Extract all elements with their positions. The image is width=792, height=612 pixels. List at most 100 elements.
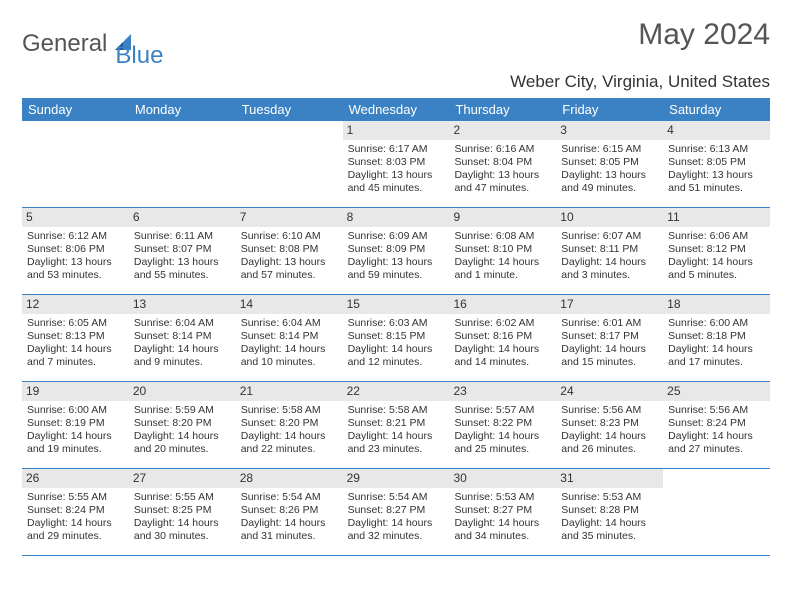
logo: General Blue [22,18,163,70]
day-cell: 6Sunrise: 6:11 AMSunset: 8:07 PMDaylight… [129,208,236,294]
daylight-text: Daylight: 14 hours and 22 minutes. [241,430,338,456]
day-header: Wednesday [343,98,450,121]
logo-text-general: General [22,30,107,58]
sunrise-text: Sunrise: 5:54 AM [241,491,338,504]
daylight-text: Daylight: 14 hours and 19 minutes. [27,430,124,456]
daylight-text: Daylight: 14 hours and 15 minutes. [561,343,658,369]
day-number: 18 [663,295,770,314]
sunset-text: Sunset: 8:06 PM [27,243,124,256]
sunset-text: Sunset: 8:14 PM [241,330,338,343]
day-number: 24 [556,382,663,401]
sunrise-text: Sunrise: 5:53 AM [561,491,658,504]
day-cell: 31Sunrise: 5:53 AMSunset: 8:28 PMDayligh… [556,469,663,555]
day-number: 8 [343,208,450,227]
daylight-text: Daylight: 14 hours and 30 minutes. [134,517,231,543]
sunset-text: Sunset: 8:17 PM [561,330,658,343]
sunrise-text: Sunrise: 5:55 AM [134,491,231,504]
sunrise-text: Sunrise: 6:17 AM [348,143,445,156]
day-cell: 30Sunrise: 5:53 AMSunset: 8:27 PMDayligh… [449,469,556,555]
sunset-text: Sunset: 8:20 PM [134,417,231,430]
day-cell: 10Sunrise: 6:07 AMSunset: 8:11 PMDayligh… [556,208,663,294]
sunset-text: Sunset: 8:12 PM [668,243,765,256]
sunrise-text: Sunrise: 6:04 AM [134,317,231,330]
day-number: 27 [129,469,236,488]
sunrise-text: Sunrise: 6:11 AM [134,230,231,243]
sunset-text: Sunset: 8:18 PM [668,330,765,343]
sunrise-text: Sunrise: 6:04 AM [241,317,338,330]
daylight-text: Daylight: 14 hours and 31 minutes. [241,517,338,543]
day-cell: 4Sunrise: 6:13 AMSunset: 8:05 PMDaylight… [663,121,770,207]
daylight-text: Daylight: 14 hours and 14 minutes. [454,343,551,369]
day-cell: 1Sunrise: 6:17 AMSunset: 8:03 PMDaylight… [343,121,450,207]
sunset-text: Sunset: 8:16 PM [454,330,551,343]
day-cell: 22Sunrise: 5:58 AMSunset: 8:21 PMDayligh… [343,382,450,468]
daylight-text: Daylight: 14 hours and 26 minutes. [561,430,658,456]
sunset-text: Sunset: 8:19 PM [27,417,124,430]
calendar: SundayMondayTuesdayWednesdayThursdayFrid… [22,98,770,556]
sunrise-text: Sunrise: 6:05 AM [27,317,124,330]
daylight-text: Daylight: 13 hours and 45 minutes. [348,169,445,195]
day-number: 2 [449,121,556,140]
day-cell: 23Sunrise: 5:57 AMSunset: 8:22 PMDayligh… [449,382,556,468]
day-number: 19 [22,382,129,401]
sunrise-text: Sunrise: 5:57 AM [454,404,551,417]
sunset-text: Sunset: 8:24 PM [27,504,124,517]
day-cell: 16Sunrise: 6:02 AMSunset: 8:16 PMDayligh… [449,295,556,381]
day-cell: 5Sunrise: 6:12 AMSunset: 8:06 PMDaylight… [22,208,129,294]
sunrise-text: Sunrise: 5:58 AM [241,404,338,417]
day-header: Sunday [22,98,129,121]
daylight-text: Daylight: 14 hours and 9 minutes. [134,343,231,369]
daylight-text: Daylight: 13 hours and 47 minutes. [454,169,551,195]
sunrise-text: Sunrise: 6:08 AM [454,230,551,243]
day-number: 25 [663,382,770,401]
sunset-text: Sunset: 8:21 PM [348,417,445,430]
day-header: Friday [556,98,663,121]
sunrise-text: Sunrise: 6:01 AM [561,317,658,330]
sunset-text: Sunset: 8:20 PM [241,417,338,430]
day-number: 12 [22,295,129,314]
sunrise-text: Sunrise: 6:16 AM [454,143,551,156]
day-number: 20 [129,382,236,401]
sunset-text: Sunset: 8:23 PM [561,417,658,430]
day-number: 26 [22,469,129,488]
sunset-text: Sunset: 8:05 PM [561,156,658,169]
day-cell: 3Sunrise: 6:15 AMSunset: 8:05 PMDaylight… [556,121,663,207]
day-header: Thursday [449,98,556,121]
day-number: 16 [449,295,556,314]
day-number: 5 [22,208,129,227]
day-cell: 13Sunrise: 6:04 AMSunset: 8:14 PMDayligh… [129,295,236,381]
sunrise-text: Sunrise: 5:59 AM [134,404,231,417]
daylight-text: Daylight: 14 hours and 12 minutes. [348,343,445,369]
sunset-text: Sunset: 8:08 PM [241,243,338,256]
sunrise-text: Sunrise: 6:13 AM [668,143,765,156]
daylight-text: Daylight: 14 hours and 3 minutes. [561,256,658,282]
day-number: 10 [556,208,663,227]
daylight-text: Daylight: 13 hours and 55 minutes. [134,256,231,282]
sunrise-text: Sunrise: 5:55 AM [27,491,124,504]
day-number: 3 [556,121,663,140]
day-number: 9 [449,208,556,227]
day-number: 11 [663,208,770,227]
week-row: 26Sunrise: 5:55 AMSunset: 8:24 PMDayligh… [22,469,770,556]
daylight-text: Daylight: 13 hours and 49 minutes. [561,169,658,195]
sunrise-text: Sunrise: 6:00 AM [668,317,765,330]
day-cell: 17Sunrise: 6:01 AMSunset: 8:17 PMDayligh… [556,295,663,381]
sunrise-text: Sunrise: 5:56 AM [561,404,658,417]
daylight-text: Daylight: 14 hours and 5 minutes. [668,256,765,282]
day-number: 28 [236,469,343,488]
day-cell: 9Sunrise: 6:08 AMSunset: 8:10 PMDaylight… [449,208,556,294]
daylight-text: Daylight: 14 hours and 20 minutes. [134,430,231,456]
sunset-text: Sunset: 8:13 PM [27,330,124,343]
day-number: 22 [343,382,450,401]
location-subtitle: Weber City, Virginia, United States [22,72,770,92]
day-number: 14 [236,295,343,314]
sunset-text: Sunset: 8:27 PM [454,504,551,517]
sunset-text: Sunset: 8:04 PM [454,156,551,169]
daylight-text: Daylight: 14 hours and 29 minutes. [27,517,124,543]
sunrise-text: Sunrise: 6:06 AM [668,230,765,243]
sunrise-text: Sunrise: 6:07 AM [561,230,658,243]
sunset-text: Sunset: 8:09 PM [348,243,445,256]
sunset-text: Sunset: 8:14 PM [134,330,231,343]
daylight-text: Daylight: 13 hours and 53 minutes. [27,256,124,282]
daylight-text: Daylight: 13 hours and 51 minutes. [668,169,765,195]
